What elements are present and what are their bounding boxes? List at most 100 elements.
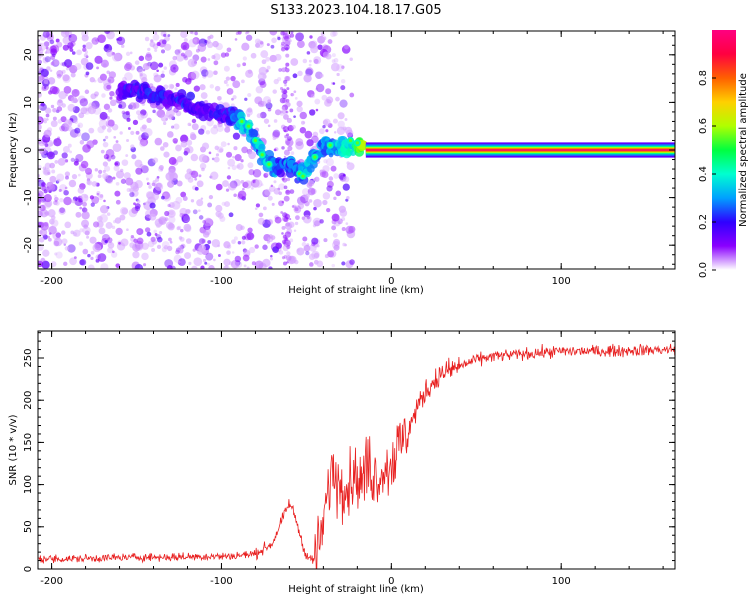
spectral-noise-point bbox=[142, 62, 150, 71]
spectral-noise-point bbox=[344, 117, 348, 121]
spectral-noise-point bbox=[180, 134, 189, 143]
spectral-noise-point bbox=[285, 53, 290, 58]
spectral-noise-point bbox=[57, 98, 63, 104]
spectral-noise-point bbox=[53, 138, 62, 147]
spectral-noise-point bbox=[77, 95, 86, 104]
spectral-noise-point bbox=[198, 128, 205, 135]
spectral-noise-point bbox=[217, 95, 222, 101]
spectral-noise-point bbox=[234, 255, 242, 263]
spectral-noise-point bbox=[322, 199, 328, 206]
spectral-noise-point bbox=[82, 248, 89, 255]
spectral-noise-point bbox=[279, 110, 283, 114]
spectrogram-ylabel: Frequency (Hz) bbox=[8, 112, 19, 188]
spectral-noise-point bbox=[87, 253, 91, 258]
spectral-noise-point bbox=[105, 221, 113, 229]
spectral-noise-point bbox=[160, 114, 169, 122]
spectral-noise-point bbox=[48, 90, 53, 95]
spectral-noise-point bbox=[90, 256, 94, 261]
spectral-noise-point bbox=[117, 36, 123, 42]
spectral-noise-point bbox=[175, 110, 182, 117]
spectral-noise-point bbox=[153, 72, 159, 78]
spectral-noise-point bbox=[38, 117, 43, 124]
spectrogram-ridge bbox=[115, 79, 675, 185]
spectral-noise-point bbox=[203, 217, 213, 227]
spectral-noise-point bbox=[225, 76, 231, 81]
spectral-noise-point bbox=[38, 244, 44, 251]
spectral-noise-point bbox=[331, 213, 340, 222]
spectral-noise-point bbox=[100, 59, 109, 68]
spectral-noise-point bbox=[226, 83, 229, 87]
spectral-noise-point bbox=[61, 230, 66, 235]
spectral-noise-point bbox=[177, 49, 182, 53]
spectral-noise-point bbox=[272, 89, 277, 94]
spectral-noise-point bbox=[184, 147, 191, 154]
y-tick-label: 10 bbox=[23, 96, 34, 109]
spectral-noise-point bbox=[268, 266, 273, 269]
spectral-noise-point bbox=[285, 62, 290, 67]
spectral-noise-point bbox=[97, 34, 106, 43]
spectral-noise-point bbox=[83, 53, 88, 58]
spectral-noise-point bbox=[100, 149, 105, 154]
spectral-noise-point bbox=[282, 125, 289, 133]
spectral-noise-point bbox=[206, 41, 214, 49]
spectral-noise-point bbox=[193, 38, 198, 42]
spectral-noise-point bbox=[38, 178, 41, 183]
spectral-noise-point bbox=[141, 132, 149, 140]
spectral-noise-point bbox=[306, 51, 311, 55]
spectral-noise-point bbox=[245, 69, 254, 78]
spectral-noise-point bbox=[229, 180, 238, 189]
spectral-noise-point bbox=[132, 119, 139, 126]
spectral-noise-point bbox=[80, 107, 88, 115]
spectral-noise-point bbox=[151, 182, 156, 187]
spectral-noise-point bbox=[50, 61, 55, 66]
spectral-noise-point bbox=[43, 200, 52, 209]
spectral-noise-point bbox=[138, 68, 144, 75]
spectral-noise-point bbox=[118, 104, 123, 109]
spectral-noise-point bbox=[290, 58, 299, 66]
spectral-noise-point bbox=[67, 126, 73, 132]
spectral-noise-point bbox=[193, 257, 203, 267]
spectral-noise-point bbox=[163, 192, 167, 197]
spectral-noise-point bbox=[97, 76, 104, 84]
spectral-noise-point bbox=[116, 38, 119, 41]
spectral-noise-point bbox=[43, 117, 47, 121]
spectral-noise-point bbox=[49, 45, 57, 53]
spectral-noise-point bbox=[169, 240, 173, 244]
spectral-noise-point bbox=[38, 198, 42, 205]
spectral-noise-point bbox=[144, 36, 150, 42]
spectral-noise-point bbox=[81, 34, 89, 42]
spectral-noise-point bbox=[341, 261, 346, 266]
spectral-noise-point bbox=[52, 108, 57, 113]
spectral-noise-point bbox=[167, 265, 173, 269]
spectral-noise-point bbox=[82, 47, 87, 52]
spectral-noise-point bbox=[348, 225, 356, 233]
spectral-noise-point bbox=[161, 195, 165, 200]
spectral-noise-point bbox=[172, 137, 179, 144]
spectral-noise-point bbox=[309, 35, 313, 39]
spectral-noise-point bbox=[281, 98, 287, 104]
spectral-noise-point bbox=[316, 260, 324, 268]
spectral-noise-point bbox=[201, 69, 209, 77]
spectral-noise-point bbox=[47, 77, 56, 85]
spectral-noise-point bbox=[68, 34, 72, 38]
spectral-noise-point bbox=[74, 197, 83, 206]
spectral-noise-point bbox=[43, 79, 49, 85]
spectral-noise-point bbox=[133, 202, 136, 206]
spectral-noise-point bbox=[55, 180, 60, 184]
spectral-noise-point bbox=[107, 108, 113, 113]
spectral-noise-point bbox=[166, 245, 173, 252]
spectral-noise-point bbox=[150, 236, 156, 242]
spectral-noise-point bbox=[43, 189, 48, 194]
spectral-noise-point bbox=[141, 242, 149, 250]
spectral-noise-point bbox=[259, 111, 267, 119]
spectral-noise-point bbox=[314, 176, 320, 182]
spectral-noise-point bbox=[156, 69, 159, 73]
spectral-noise-point bbox=[168, 157, 177, 165]
spectral-noise-point bbox=[296, 196, 306, 206]
spectral-noise-point bbox=[130, 130, 135, 136]
spectral-noise-point bbox=[184, 49, 193, 58]
spectral-noise-point bbox=[209, 84, 214, 89]
spectral-noise-point bbox=[295, 138, 304, 147]
spectral-noise-point bbox=[186, 145, 194, 154]
y-tick-label: -10 bbox=[23, 189, 34, 205]
